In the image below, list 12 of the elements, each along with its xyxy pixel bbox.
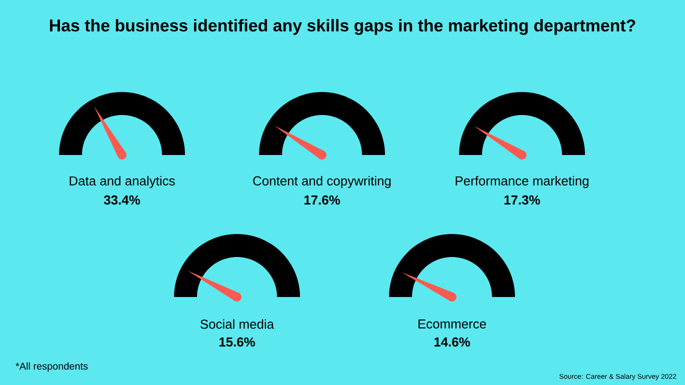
data-label: 33.4% <box>104 195 140 205</box>
data-label: 15.6% <box>219 337 256 347</box>
data-label: 14.6% <box>434 337 470 347</box>
data-label: 17.6% <box>304 195 340 205</box>
category-label: Ecommerce <box>418 319 486 329</box>
category-label: Content and copywriting <box>253 176 391 188</box>
text: *All respondents <box>16 362 88 372</box>
text: Has the business identified any skills gaps in the marketing department? <box>50 19 636 35</box>
category-label: Data and analytics <box>70 176 175 188</box>
category-label: Performance marketing <box>456 176 588 188</box>
category-label: Social media <box>200 319 274 329</box>
data-label: 17.3% <box>504 195 540 205</box>
